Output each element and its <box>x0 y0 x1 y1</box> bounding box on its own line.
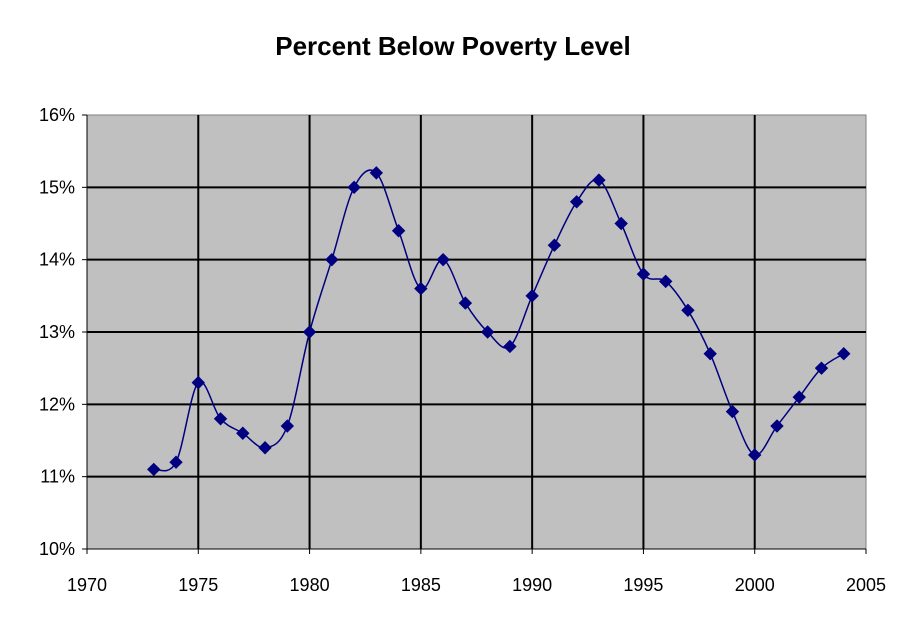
data-point-marker <box>169 455 183 469</box>
y-tick-label: 13% <box>39 322 75 342</box>
data-point-marker <box>814 361 829 375</box>
data-point-marker <box>191 375 205 390</box>
x-tick-label: 2005 <box>846 575 886 595</box>
data-point-marker <box>525 289 539 303</box>
data-point-marker <box>725 404 740 419</box>
y-tick-label: 15% <box>39 177 75 197</box>
data-point-marker <box>614 216 628 231</box>
markers <box>147 166 851 477</box>
x-tick-label: 1970 <box>67 575 107 595</box>
y-tick-label: 16% <box>39 105 75 125</box>
x-tick-label: 1995 <box>623 575 663 595</box>
data-point-marker <box>703 346 717 361</box>
x-tick-label: 1975 <box>178 575 218 595</box>
data-point-marker <box>503 339 517 354</box>
data-point-marker <box>458 296 473 310</box>
x-tick-label: 1990 <box>512 575 552 595</box>
data-point-marker <box>636 267 651 281</box>
data-point-marker <box>391 224 406 238</box>
data-point-marker <box>258 441 272 455</box>
data-point-marker <box>236 426 250 440</box>
data-point-marker <box>369 166 384 180</box>
y-tick-label: 10% <box>39 539 75 559</box>
data-point-marker <box>770 419 784 433</box>
axes <box>82 114 867 554</box>
y-tick-label: 11% <box>40 467 75 487</box>
y-tick-label: 12% <box>39 394 75 414</box>
chart-title: Percent Below Poverty Level <box>275 31 630 61</box>
x-tick-label: 1985 <box>401 575 441 595</box>
data-point-marker <box>414 281 428 296</box>
data-point-marker <box>837 346 851 361</box>
data-point-marker <box>302 325 317 339</box>
data-point-marker <box>213 412 228 426</box>
grid <box>87 115 866 549</box>
data-point-marker <box>480 325 495 339</box>
data-point-marker <box>792 390 806 404</box>
data-point-marker <box>347 180 361 195</box>
x-tick-label: 2000 <box>735 575 775 595</box>
data-point-marker <box>280 419 295 433</box>
data-point-marker <box>547 238 562 252</box>
data-point-marker <box>658 274 673 289</box>
data-point-marker <box>436 252 450 267</box>
data-point-marker <box>748 448 762 462</box>
data-point-marker <box>569 195 584 209</box>
data-point-marker <box>681 303 695 318</box>
data-point-marker <box>592 173 606 187</box>
y-tick-label: 14% <box>39 250 75 270</box>
tick-labels: 10% 11% 12% 13% 14% 15% 16% 1970 1975 1980 1985 199… <box>39 105 886 595</box>
data-point-marker <box>325 252 339 267</box>
data-point-marker <box>147 462 161 477</box>
x-tick-label: 1980 <box>290 575 330 595</box>
